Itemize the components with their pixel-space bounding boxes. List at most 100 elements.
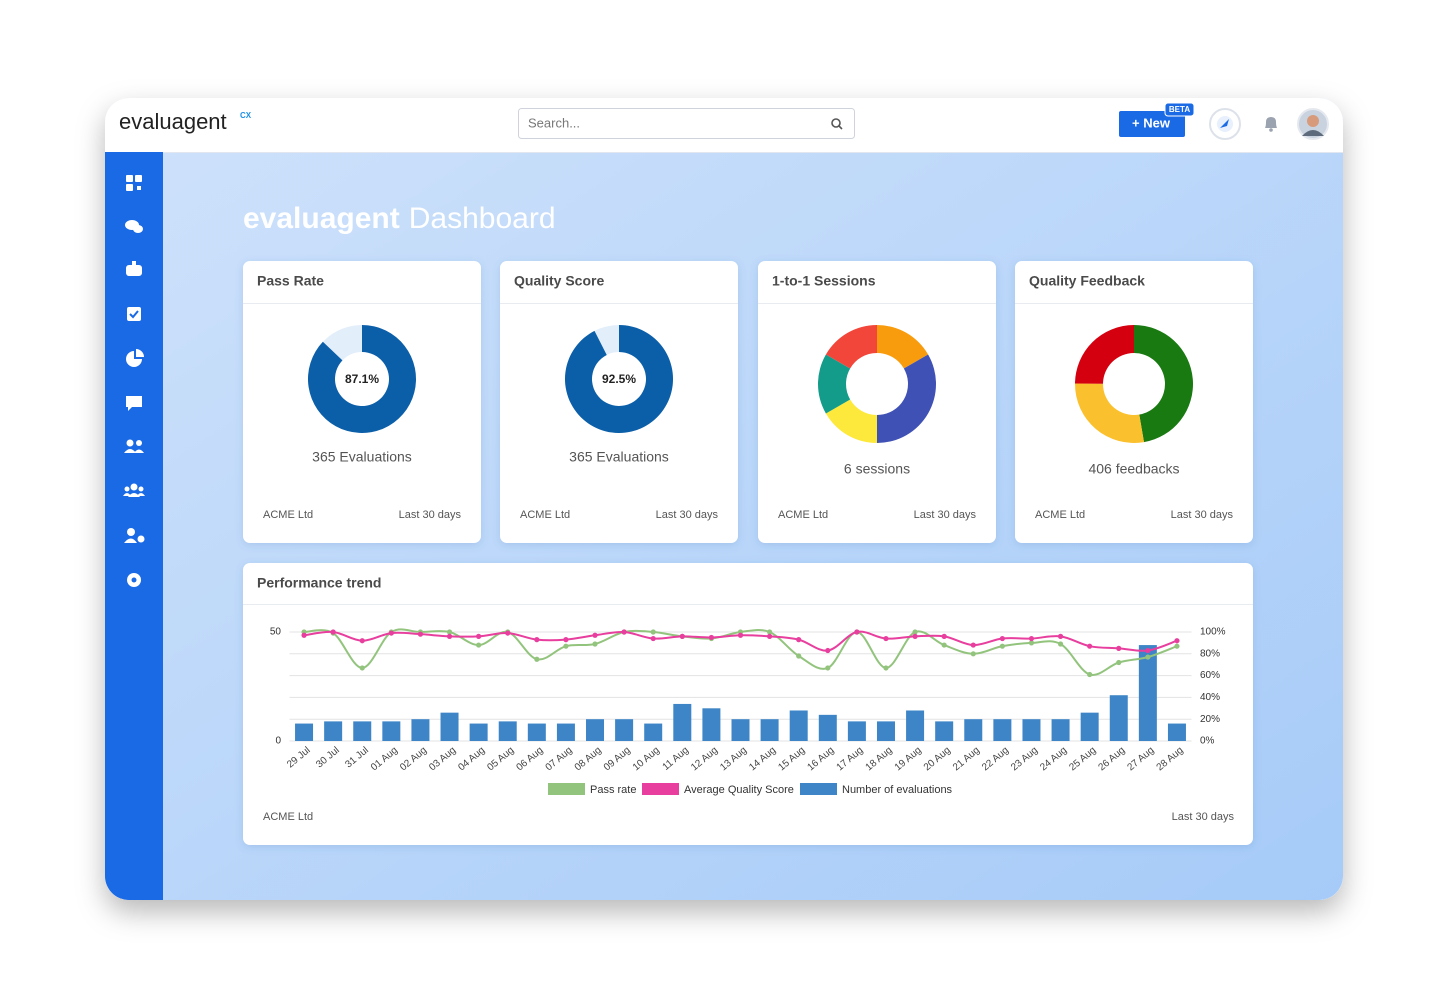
bar [760, 719, 779, 741]
legend-item[interactable]: Pass rate [548, 783, 636, 796]
card-background [758, 261, 996, 543]
nav-users[interactable] [124, 439, 144, 454]
sidebar-icons [123, 175, 145, 587]
nav-user-settings[interactable] [124, 528, 145, 543]
legend-swatch [642, 783, 679, 795]
legend-item[interactable]: Number of evaluations [800, 783, 953, 796]
legend-swatch [548, 783, 585, 795]
line-marker [592, 632, 598, 638]
gauge-label: 92.5% [602, 372, 636, 386]
legend-label: Average Quality Score [684, 784, 794, 796]
nav-reports[interactable] [126, 349, 144, 367]
card-title: Performance trend [257, 575, 381, 591]
line-marker [388, 630, 394, 636]
line-marker [796, 653, 802, 659]
line-marker [1057, 633, 1064, 639]
kpi-card: 1-to-1 Sessions 6 sessions ACME Ltd Last 30… [758, 261, 996, 543]
line-marker [446, 629, 453, 635]
logo[interactable]: evaluagent [119, 109, 227, 134]
bar [1051, 719, 1070, 741]
y2-tick-label: 60% [1200, 670, 1220, 681]
line-marker [708, 634, 715, 641]
page-title-text: Dashboard [409, 202, 556, 235]
nav-tasks[interactable] [127, 307, 141, 321]
legend-item[interactable]: Average Quality Score [642, 783, 794, 796]
line-marker [650, 635, 656, 642]
notifications-button[interactable] [1265, 117, 1277, 132]
y2-tick-label: 100% [1200, 627, 1226, 638]
legend-swatch [800, 783, 837, 795]
launch-button[interactable] [1209, 108, 1241, 140]
line-marker [592, 641, 598, 647]
bar [644, 723, 663, 741]
nav-settings[interactable] [127, 573, 141, 587]
line-marker [534, 637, 540, 643]
y2-tick-label: 80% [1200, 648, 1220, 659]
line-marker [796, 637, 802, 643]
bar [993, 719, 1012, 741]
line-marker [534, 656, 540, 662]
donut-segment [825, 399, 877, 443]
card-caption: 365 Evaluations [312, 449, 412, 465]
bar [964, 719, 983, 741]
card-title: Quality Feedback [1029, 273, 1145, 289]
legend-label: Number of evaluations [842, 784, 953, 796]
nav-feedback[interactable] [126, 396, 142, 411]
line-marker [970, 642, 976, 648]
card-period: Last 30 days [656, 509, 719, 521]
card-company: ACME Ltd [520, 509, 570, 521]
nav-teams[interactable] [123, 483, 145, 498]
bar [586, 719, 605, 741]
bar [702, 708, 721, 741]
line-marker [737, 632, 744, 638]
bar [1138, 645, 1157, 741]
line-marker [1174, 643, 1180, 649]
gauge-arc [307, 325, 416, 433]
bar [353, 721, 372, 741]
bar [1080, 712, 1099, 741]
bar [295, 723, 314, 741]
line-marker [883, 635, 889, 642]
line-marker [1057, 641, 1064, 647]
line-marker [359, 665, 365, 671]
card-period: Last 30 days [1171, 509, 1234, 521]
line-marker [1116, 659, 1122, 666]
card-period: Last 30 days [399, 509, 462, 521]
bar [527, 723, 546, 741]
card-title: Pass Rate [257, 273, 324, 289]
line-marker [330, 629, 336, 635]
bar [731, 719, 750, 741]
nav-automation[interactable] [126, 261, 142, 276]
card-caption: 365 Evaluations [569, 449, 669, 465]
line-marker [650, 629, 656, 635]
bar [440, 712, 459, 741]
donut-segment [1134, 325, 1193, 443]
y-tick-label: 0 [275, 736, 281, 747]
line-marker [912, 633, 918, 639]
page-title: evaluagent Dashboard [243, 202, 556, 235]
card-period: Last 30 days [914, 509, 977, 521]
beta-badge-label: BETA [1169, 105, 1190, 114]
new-button[interactable] [1119, 111, 1185, 137]
line-marker [970, 651, 976, 657]
line-marker [912, 629, 918, 635]
bar [615, 719, 634, 741]
trend-card [243, 563, 1253, 845]
line-marker [999, 635, 1005, 642]
line-marker [563, 637, 569, 643]
search-box[interactable] [518, 108, 855, 139]
nav-dashboard[interactable] [126, 175, 142, 191]
line-marker [1145, 654, 1151, 660]
bar [1109, 695, 1128, 741]
line-marker [1116, 645, 1122, 651]
donut-segment [1075, 325, 1134, 384]
line-marker [476, 633, 482, 639]
y2-tick-label: 40% [1200, 692, 1220, 703]
bar [935, 721, 954, 741]
nav-conversations[interactable] [125, 220, 143, 233]
user-avatar[interactable] [1297, 108, 1329, 140]
search-icon[interactable] [831, 118, 843, 130]
line-marker [476, 642, 482, 648]
line-marker [1028, 635, 1035, 642]
